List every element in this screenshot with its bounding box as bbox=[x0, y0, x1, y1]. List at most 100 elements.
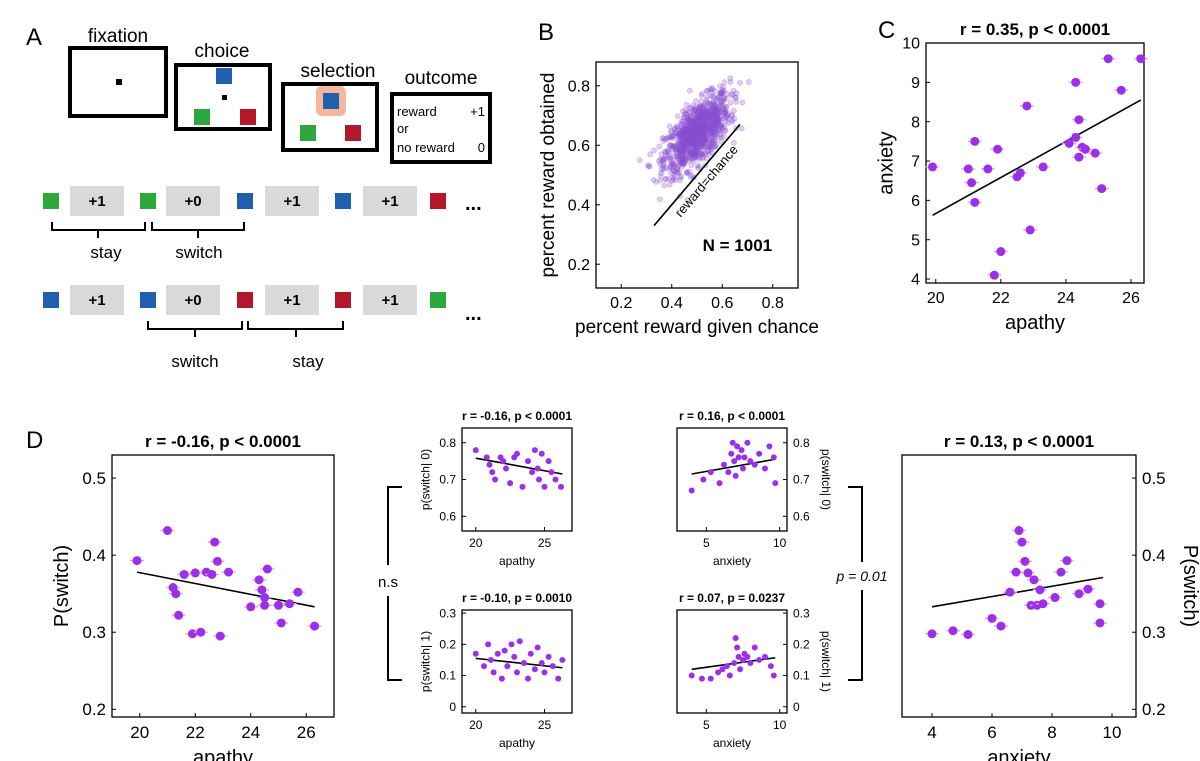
x-axis-label: anxiety bbox=[987, 747, 1050, 761]
data-point bbox=[666, 134, 673, 141]
data-point bbox=[644, 162, 651, 169]
seq1-color-square bbox=[237, 193, 253, 209]
data-point bbox=[676, 160, 683, 167]
data-point bbox=[678, 139, 685, 146]
data-point bbox=[720, 88, 727, 95]
seq1-outcome-value: +1 bbox=[88, 193, 105, 210]
data-point bbox=[692, 125, 699, 132]
data-points bbox=[472, 638, 566, 682]
data-point bbox=[710, 114, 717, 121]
y-tick-label: 0.2 bbox=[1142, 700, 1166, 719]
x-tick-label: 10 bbox=[1103, 723, 1122, 742]
data-point bbox=[665, 154, 672, 161]
data-point bbox=[705, 104, 712, 111]
data-point bbox=[696, 128, 702, 135]
outcome-or: or bbox=[397, 121, 409, 136]
data-point bbox=[715, 669, 722, 676]
trial-sequence-1: +1 +0 +1 +1 ... stay switch bbox=[43, 186, 482, 262]
data-point bbox=[700, 114, 707, 121]
data-point bbox=[719, 87, 725, 94]
data-point bbox=[681, 124, 688, 131]
data-point bbox=[656, 158, 662, 165]
data-point bbox=[681, 131, 687, 138]
data-point bbox=[716, 94, 722, 101]
data-point bbox=[722, 109, 729, 116]
data-point bbox=[716, 121, 723, 128]
data-point bbox=[710, 122, 717, 129]
choice-red-square bbox=[240, 109, 256, 125]
data-point bbox=[712, 88, 719, 95]
plot-frame bbox=[111, 454, 335, 718]
data-point bbox=[691, 137, 698, 144]
data-point bbox=[710, 138, 716, 145]
data-point bbox=[678, 163, 685, 170]
data-point bbox=[691, 130, 698, 137]
y-tick-label: 0.6 bbox=[793, 509, 810, 523]
data-point bbox=[224, 567, 234, 577]
data-point bbox=[667, 154, 674, 161]
data-point bbox=[682, 135, 689, 142]
data-point bbox=[207, 569, 217, 579]
data-point bbox=[656, 196, 663, 203]
data-point bbox=[678, 173, 685, 180]
data-point bbox=[682, 133, 689, 140]
data-point bbox=[684, 131, 691, 138]
data-point bbox=[684, 169, 690, 176]
data-point bbox=[705, 123, 712, 130]
data-point bbox=[695, 113, 702, 120]
data-point bbox=[696, 150, 703, 157]
data-point bbox=[715, 106, 722, 112]
data-point bbox=[707, 128, 714, 135]
data-point bbox=[699, 138, 706, 145]
data-point bbox=[713, 143, 720, 150]
data-point bbox=[691, 131, 698, 138]
data-point bbox=[689, 130, 695, 137]
data-point bbox=[698, 123, 705, 129]
data-point bbox=[699, 133, 706, 140]
data-point bbox=[718, 138, 725, 145]
data-point bbox=[690, 155, 697, 162]
data-point bbox=[712, 103, 719, 110]
data-point bbox=[668, 133, 675, 140]
data-point bbox=[690, 107, 697, 113]
data-point bbox=[699, 124, 706, 131]
data-point bbox=[666, 142, 673, 149]
data-point bbox=[719, 125, 726, 132]
data-point bbox=[684, 115, 691, 122]
seq2-outcome-value: +0 bbox=[184, 292, 201, 309]
data-point bbox=[679, 136, 686, 143]
data-point bbox=[720, 97, 727, 104]
data-point bbox=[700, 115, 707, 122]
data-point bbox=[694, 125, 701, 132]
data-point bbox=[666, 123, 673, 130]
data-point bbox=[693, 123, 700, 130]
data-point bbox=[559, 656, 566, 663]
data-point bbox=[1029, 575, 1039, 585]
data-point bbox=[695, 154, 702, 160]
data-point bbox=[711, 102, 718, 109]
data-point bbox=[689, 134, 695, 141]
data-point bbox=[657, 177, 664, 184]
y-tick-label: 0.5 bbox=[1142, 469, 1166, 488]
y-axis-label: p(switch| 0) bbox=[819, 449, 833, 510]
data-point bbox=[675, 132, 682, 139]
data-point bbox=[689, 139, 696, 146]
data-point bbox=[696, 145, 702, 151]
data-point bbox=[685, 117, 692, 124]
data-point bbox=[695, 128, 702, 135]
data-point bbox=[683, 120, 689, 127]
data-point bbox=[694, 143, 701, 150]
selection-title: selection bbox=[301, 61, 376, 82]
data-point bbox=[696, 113, 703, 120]
data-point bbox=[693, 129, 700, 136]
data-point bbox=[701, 121, 708, 128]
data-point bbox=[704, 123, 711, 130]
data-point bbox=[688, 162, 695, 168]
data-point bbox=[659, 158, 666, 164]
switch-brace bbox=[151, 222, 245, 231]
data-point bbox=[686, 127, 693, 134]
data-point bbox=[722, 108, 729, 115]
data-point bbox=[687, 112, 694, 119]
data-point bbox=[767, 663, 774, 670]
data-point bbox=[687, 142, 694, 149]
